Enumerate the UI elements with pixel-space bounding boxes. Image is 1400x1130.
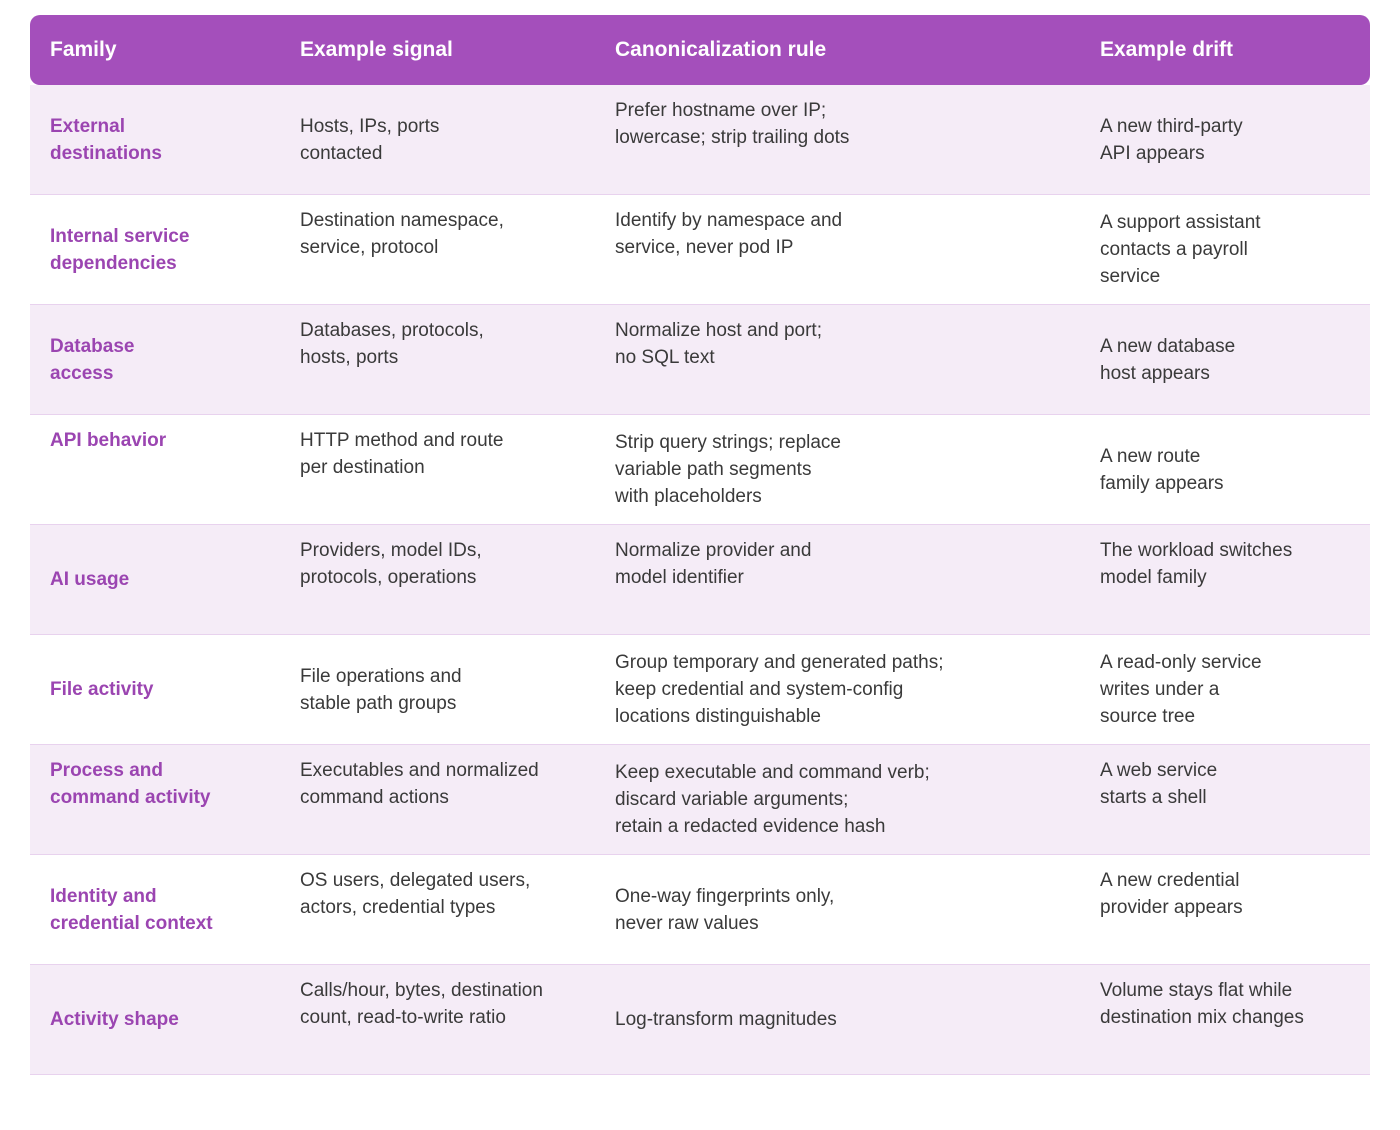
drift-cell: A new database host appears [1100, 335, 1236, 384]
rule-cell: Log-transform magnitudes [615, 1009, 837, 1030]
family-cell: Internal service dependencies [50, 225, 190, 274]
rule-cell: Keep executable and command verb; discar… [615, 762, 930, 837]
table-row: Process and command activity Executables… [30, 745, 1370, 855]
table-row: Database access Databases, protocols, ho… [30, 305, 1370, 415]
header-family: Family [50, 38, 117, 61]
drift-cell: Volume stays flat while destination mix … [1100, 980, 1304, 1028]
family-cell: AI usage [50, 569, 130, 590]
family-cell: Identity and credential context [50, 885, 213, 934]
family-cell: API behavior [50, 430, 167, 451]
family-cell: Process and command activity [50, 760, 211, 808]
header-canonicalization-rule: Canonicalization rule [615, 38, 827, 61]
family-cell: File activity [50, 679, 154, 700]
signal-cell: Databases, protocols, hosts, ports [300, 320, 484, 368]
table-body: External destinations Hosts, IPs, ports … [30, 85, 1370, 1075]
signal-cell: Destination namespace, service, protocol [300, 210, 504, 258]
rule-cell: Normalize host and port; no SQL text [615, 320, 822, 368]
drift-cell: A web service starts a shell [1100, 760, 1218, 808]
family-cell: Activity shape [50, 1009, 179, 1030]
table-row: Internal service dependencies Destinatio… [30, 195, 1370, 305]
drift-cell: A new credential provider appears [1100, 870, 1243, 918]
rule-cell: Normalize provider and model identifier [615, 540, 812, 588]
drift-cell: A new route family appears [1100, 445, 1224, 494]
table-row: External destinations Hosts, IPs, ports … [30, 85, 1370, 195]
table-header: Family Example signal Canonicalization r… [30, 15, 1370, 85]
drift-cell: The workload switches model family [1100, 540, 1293, 588]
table-row: File activity File operations and stable… [30, 635, 1370, 745]
signal-cell: Providers, model IDs, protocols, operati… [300, 540, 482, 588]
drift-cell: A new third-party API appears [1100, 115, 1243, 164]
signal-cell: HTTP method and route per destination [300, 430, 504, 478]
header-example-signal: Example signal [300, 38, 453, 61]
rule-cell: Strip query strings; replace variable pa… [615, 432, 841, 507]
table-row: API behavior HTTP method and route per d… [30, 415, 1370, 525]
family-cell: External destinations [50, 115, 162, 164]
signal-cell: Calls/hour, bytes, destination count, re… [300, 980, 543, 1028]
rule-cell: One-way fingerprints only, never raw val… [615, 885, 835, 934]
family-cell: Database access [50, 335, 135, 384]
table-row: Identity and credential context OS users… [30, 855, 1370, 965]
signal-cell: OS users, delegated users, actors, crede… [300, 870, 531, 918]
signal-cell: Executables and normalized command actio… [300, 760, 539, 808]
table-row: AI usage Providers, model IDs, protocols… [30, 525, 1370, 635]
rule-cell: Prefer hostname over IP; lowercase; stri… [615, 100, 850, 148]
signal-cell: Hosts, IPs, ports contacted [300, 115, 440, 164]
table-row: Activity shape Calls/hour, bytes, destin… [30, 965, 1370, 1075]
drift-cell: A read-only service writes under a sourc… [1100, 652, 1262, 727]
signal-cell: File operations and stable path groups [300, 665, 462, 714]
rule-cell: Group temporary and generated paths; kee… [615, 652, 944, 727]
header-example-drift: Example drift [1100, 38, 1234, 61]
signal-families-table: Family Example signal Canonicalization r… [30, 15, 1370, 1075]
drift-cell: A support assistant contacts a payroll s… [1100, 212, 1261, 287]
rule-cell: Identify by namespace and service, never… [615, 210, 843, 258]
